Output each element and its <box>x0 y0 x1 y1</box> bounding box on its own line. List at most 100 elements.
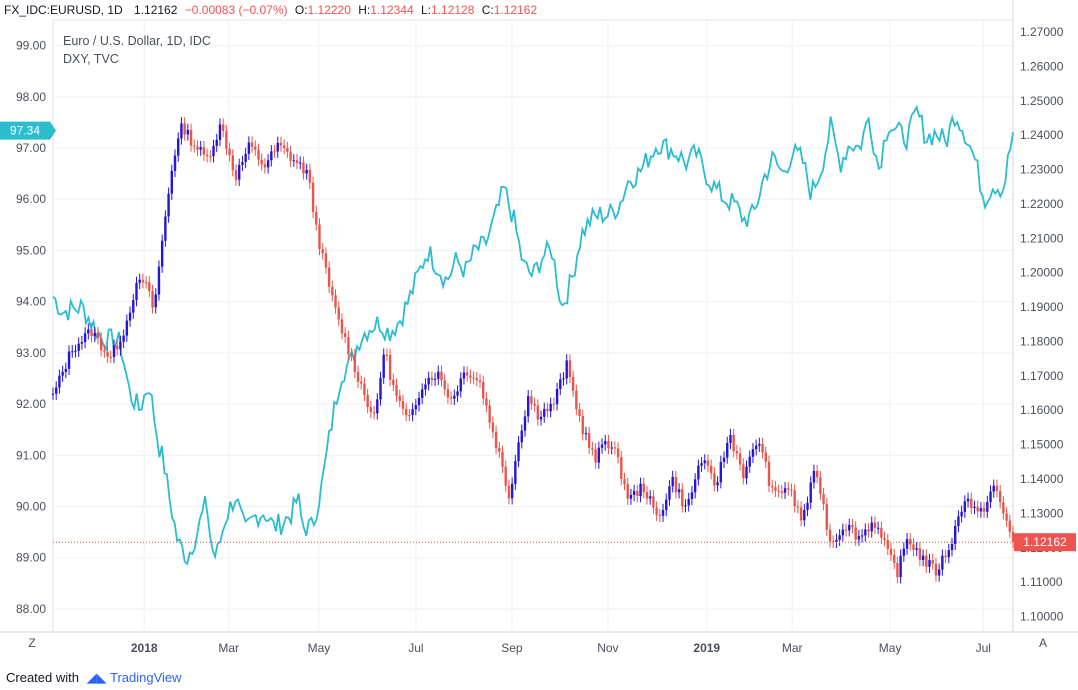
eurusd-candle <box>870 522 873 532</box>
right-tick-label: 1.22000 <box>1020 197 1064 211</box>
close-value: 1.12162 <box>493 3 538 17</box>
eurusd-candle <box>941 555 944 570</box>
right-tick-label: 1.14000 <box>1020 472 1064 486</box>
eurusd-candle <box>751 449 755 457</box>
tradingview-logo-icon: ◢◣ <box>86 670 107 685</box>
eurusd-candle <box>543 408 546 417</box>
left-tick-label: 97.00 <box>16 141 46 155</box>
eurusd-candle <box>67 351 71 369</box>
legend-overlay-series[interactable]: DXY, TVC <box>63 52 119 66</box>
eurusd-candle <box>337 307 340 320</box>
eurusd-candle <box>395 384 398 396</box>
eurusd-candle <box>263 164 267 168</box>
eurusd-candle <box>626 484 629 499</box>
eurusd-candle <box>844 529 848 531</box>
eurusd-candle <box>180 123 183 139</box>
eurusd-candle <box>472 377 475 379</box>
eurusd-candle <box>854 527 857 540</box>
eurusd-candle <box>706 460 710 466</box>
eurusd-candle <box>1002 502 1005 514</box>
eurusd-candle <box>77 343 80 351</box>
left-tick-label: 92.00 <box>16 397 46 411</box>
eurusd-candle <box>928 559 931 567</box>
eurusd-candle <box>266 160 270 168</box>
eurusd-candle <box>565 360 568 379</box>
left-tick-label: 94.00 <box>16 295 46 309</box>
eurusd-candle <box>555 388 559 405</box>
eurusd-candle <box>722 457 726 462</box>
auto-scale-button[interactable]: A <box>1038 636 1047 650</box>
eurusd-candle <box>745 466 748 479</box>
eurusd-candle <box>594 449 597 463</box>
eurusd-candle <box>812 470 816 483</box>
eurusd-candle <box>340 319 344 334</box>
eurusd-candle <box>690 492 694 500</box>
eurusd-candle <box>687 499 690 506</box>
eurusd-candle <box>299 162 302 164</box>
eurusd-candle <box>514 461 517 484</box>
eurusd-candle <box>209 156 212 158</box>
eurusd-candle <box>440 371 443 381</box>
eurusd-candle <box>234 170 238 180</box>
eurusd-candle <box>931 559 934 564</box>
eurusd-candle <box>783 488 787 493</box>
eurusd-candle <box>697 465 700 480</box>
eurusd-candle <box>587 433 591 448</box>
eurusd-candle <box>828 529 832 542</box>
eurusd-candle <box>597 447 601 463</box>
eurusd-candle <box>604 441 607 445</box>
eurusd-candle <box>937 569 941 576</box>
eurusd-candle <box>571 376 575 391</box>
legend-main-series[interactable]: Euro / U.S. Dollar, 1D, IDC <box>63 34 211 48</box>
eurusd-candle <box>456 391 459 396</box>
eurusd-candle <box>315 211 318 225</box>
eurusd-candle <box>498 447 501 452</box>
open-label: O: <box>294 3 308 17</box>
zoom-button[interactable]: Z <box>28 636 36 650</box>
left-tick-label: 89.00 <box>16 551 46 565</box>
chart-plot[interactable]: 2018 Mar May Jul Sep Nov 2019 Mar May Jul 99.00 98… <box>0 0 1078 666</box>
eurusd-candle <box>392 379 395 385</box>
eurusd-candle <box>915 548 918 550</box>
right-tick-label: 1.10000 <box>1020 610 1064 624</box>
eurusd-candle <box>738 453 742 465</box>
x-tick-label: May <box>308 641 331 655</box>
eurusd-candle <box>353 354 357 372</box>
eurusd-candle <box>231 155 234 171</box>
x-tick-label: Sep <box>501 641 523 655</box>
eurusd-candle <box>581 415 584 435</box>
eurusd-candle <box>770 485 774 488</box>
eurusd-candle <box>109 356 112 358</box>
right-tick-label: 1.20000 <box>1020 266 1064 280</box>
left-tick-label: 91.00 <box>16 448 46 462</box>
eurusd-candle <box>167 193 170 217</box>
eurusd-candle <box>754 445 758 450</box>
symbol-label[interactable]: FX_IDC:EURUSD, 1D <box>4 3 123 17</box>
eurusd-candle <box>71 351 74 353</box>
eurusd-candle <box>886 540 889 549</box>
right-tick-label: 1.13000 <box>1020 506 1064 520</box>
eurusd-candle <box>122 335 125 342</box>
last-price: 1.12162 <box>134 3 178 17</box>
eurusd-candle <box>58 375 61 388</box>
right-tick-label: 1.26000 <box>1020 59 1064 73</box>
eurusd-candle <box>308 169 312 183</box>
eurusd-candle <box>806 502 809 510</box>
eurusd-candle <box>963 501 967 512</box>
eurusd-candle <box>992 485 995 492</box>
eurusd-candle <box>899 555 902 578</box>
eurusd-candle <box>947 550 950 558</box>
eurusd-candle <box>970 498 973 508</box>
eurusd-candle <box>311 182 315 212</box>
eurusd-candle <box>404 408 408 416</box>
eurusd-candle <box>979 508 983 512</box>
eurusd-candle <box>417 397 421 406</box>
eurusd-candle <box>642 483 645 493</box>
eurusd-candle <box>793 490 796 507</box>
eurusd-candle <box>488 405 491 423</box>
eurusd-candle <box>292 160 296 162</box>
eurusd-candle <box>462 372 466 379</box>
eurusd-candle <box>366 394 369 408</box>
tradingview-brand[interactable]: TradingView <box>110 670 182 685</box>
right-tick-label: 1.23000 <box>1020 163 1064 177</box>
